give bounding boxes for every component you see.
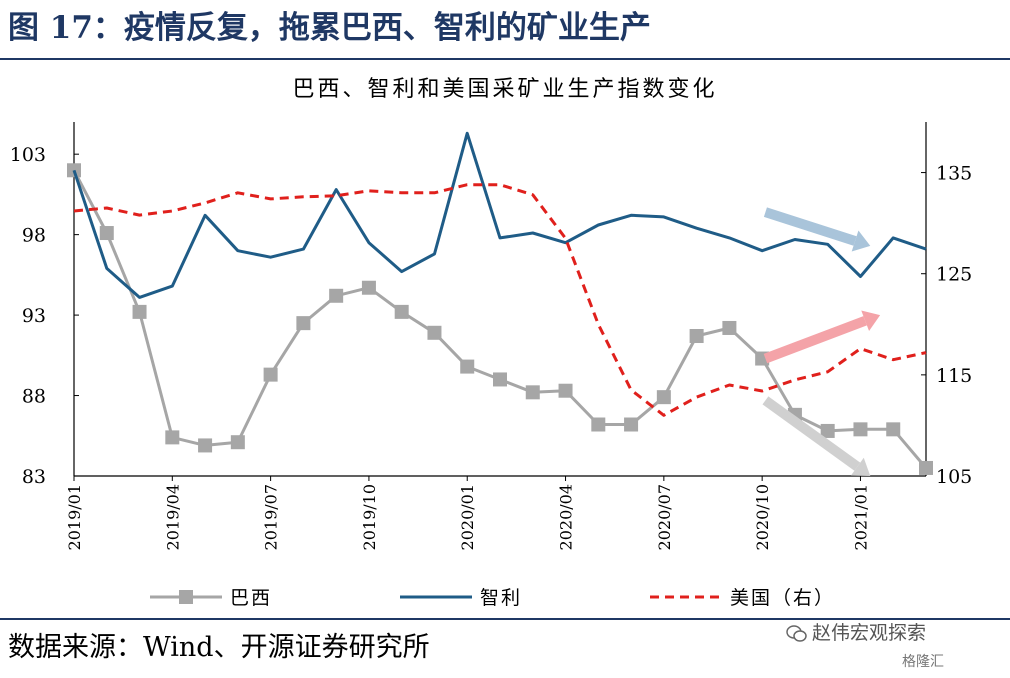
- series-marker-0: [132, 304, 147, 319]
- right-tick-label: 115: [936, 365, 972, 387]
- annotation-arrow-shaft: [763, 316, 867, 364]
- series-marker-0: [67, 163, 81, 178]
- chart-svg: 巴西、智利和美国采矿业生产指数变化 83 88 93 98 103 105 115 125 135…: [10, 77, 973, 609]
- series-marker-0: [361, 280, 376, 295]
- annotation-arrow-head: [850, 457, 871, 476]
- series-marker-0: [165, 430, 180, 445]
- x-tick-label: 2021/01: [851, 484, 870, 550]
- legend-marker-0: [179, 590, 193, 604]
- source-note: 数据来源：Wind、开源证券研究所: [8, 632, 430, 663]
- x-tick-label: 2020/10: [753, 484, 772, 550]
- right-tick-label: 105: [936, 466, 972, 488]
- x-tick-label: 2020/04: [557, 484, 576, 550]
- series-line-1: [72, 131, 927, 299]
- series-marker-0: [427, 325, 442, 340]
- annotation-arrow-head: [851, 230, 871, 252]
- legend-label-2: 美国（右）: [730, 587, 835, 609]
- series-marker-0: [296, 316, 311, 331]
- chart-title: 巴西、智利和美国采矿业生产指数变化: [292, 77, 717, 102]
- series-marker-0: [263, 367, 278, 382]
- figure-title: 图 17：疫情反复，拖累巴西、智利的矿业生产: [8, 10, 651, 46]
- chart-container: 巴西、智利和美国采矿业生产指数变化 83 88 93 98 103 105 115 125 135…: [0, 62, 1010, 618]
- watermark-text: 赵伟宏观探索: [812, 622, 927, 644]
- annotation-arrow-head: [861, 310, 881, 332]
- x-tick-label: 2019/04: [163, 484, 182, 550]
- series-marker-0: [656, 390, 671, 405]
- legend-label-1: 智利: [480, 587, 522, 609]
- series-marker-0: [198, 438, 213, 453]
- series-marker-0: [919, 460, 933, 475]
- series-marker-0: [329, 288, 344, 303]
- source-rule: [0, 618, 1010, 620]
- series-marker-0: [820, 423, 835, 438]
- series-marker-0: [722, 320, 737, 335]
- series-marker-0: [394, 304, 409, 319]
- series-marker-0: [525, 385, 540, 400]
- annotation-arrow-shaft: [762, 396, 861, 471]
- left-tick-label: 83: [22, 466, 46, 488]
- wechat-icon: [786, 624, 808, 644]
- series-marker-0: [460, 359, 475, 374]
- series-line-2: [73, 183, 927, 417]
- watermark-secondary: 格隆汇: [902, 654, 944, 670]
- left-tick-label: 88: [22, 386, 46, 408]
- watermark: 赵伟宏观探索: [786, 620, 926, 646]
- x-tick-label: 2019/07: [262, 484, 281, 550]
- x-tick-label: 2020/01: [458, 484, 477, 550]
- x-tick-label: 2020/07: [655, 484, 674, 550]
- left-tick-label: 93: [22, 305, 46, 327]
- series-marker-0: [558, 383, 573, 398]
- series-marker-0: [853, 422, 868, 437]
- series-marker-0: [99, 226, 114, 241]
- title-rule: [0, 58, 1010, 60]
- x-tick-label: 2019/10: [360, 484, 379, 550]
- left-tick-label: 103: [10, 144, 46, 166]
- left-tick-label: 98: [22, 225, 46, 247]
- legend-label-0: 巴西: [230, 587, 272, 609]
- right-tick-label: 125: [936, 264, 972, 286]
- annotation-arrow-shaft: [763, 207, 857, 246]
- series-marker-0: [230, 435, 245, 450]
- series-marker-0: [886, 422, 901, 437]
- series-marker-0: [689, 329, 704, 344]
- series-marker-0: [493, 372, 507, 387]
- series-marker-0: [591, 417, 606, 432]
- series-marker-0: [624, 417, 639, 432]
- right-tick-label: 135: [936, 163, 972, 185]
- x-tick-label: 2019/01: [65, 484, 84, 550]
